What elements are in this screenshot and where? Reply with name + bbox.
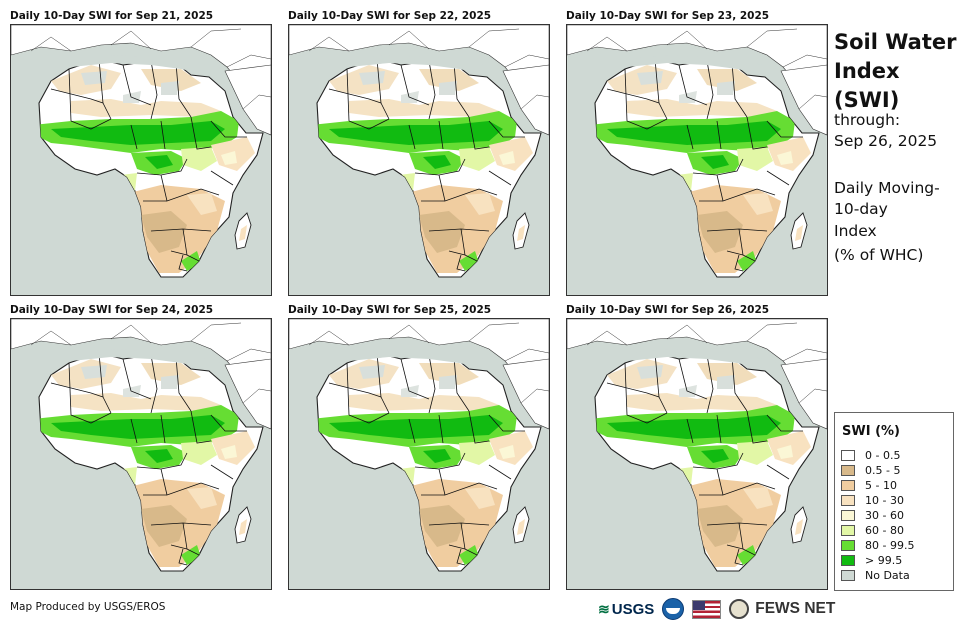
desc-line-1: Daily Moving-: [834, 179, 940, 197]
through-date: Sep 26, 2025: [834, 132, 938, 150]
legend-item: 5 - 10: [841, 478, 897, 492]
legend-label: 60 - 80: [865, 523, 904, 537]
noaa-logo-icon: [662, 598, 685, 620]
legend-label: 10 - 30: [865, 493, 904, 507]
legend-item: 0 - 0.5: [841, 448, 900, 462]
legend-item: No Data: [841, 568, 910, 582]
title-line-1: Soil Water: [834, 30, 957, 54]
africa-map: [566, 318, 828, 590]
usgs-label: USGS: [611, 600, 655, 618]
africa-map: [10, 318, 272, 590]
map-credit: Map Produced by USGS/EROS: [10, 601, 166, 613]
legend: SWI (%) 0 - 0.5 0.5 - 5 5 - 10 10 - 30 3…: [834, 412, 954, 591]
legend-item: 0.5 - 5: [841, 463, 900, 477]
usgs-wave-icon: ≋: [598, 600, 610, 617]
legend-item: 80 - 99.5: [841, 538, 914, 552]
legend-item: 30 - 60: [841, 508, 904, 522]
legend-label: 0.5 - 5: [865, 463, 901, 477]
panel-title: Daily 10-Day SWI for Sep 23, 2025: [566, 10, 770, 22]
panel-title: Daily 10-Day SWI for Sep 26, 2025: [566, 304, 770, 316]
title-line-2: Index (SWI): [834, 59, 900, 112]
panel-title: Daily 10-Day SWI for Sep 24, 2025: [10, 304, 214, 316]
legend-swatch: [841, 464, 855, 476]
legend-item: > 99.5: [841, 553, 902, 567]
legend-swatch: [841, 479, 855, 491]
africa-map: [566, 24, 828, 296]
legend-label: 5 - 10: [865, 478, 897, 492]
legend-swatch: [841, 449, 855, 461]
legend-swatch: [841, 509, 855, 521]
legend-swatch: [841, 569, 855, 581]
africa-map: [10, 24, 272, 296]
legend-item: 60 - 80: [841, 523, 904, 537]
desc-line-2: 10-day: [834, 200, 888, 218]
legend-label: > 99.5: [865, 553, 903, 567]
partner-logos: ≋ USGS FEWS NET: [598, 597, 835, 621]
usgs-logo: ≋ USGS: [598, 601, 654, 618]
sidebar-title: Soil Water Index (SWI): [834, 28, 964, 115]
us-flag-icon: [692, 599, 722, 619]
legend-label: No Data: [865, 568, 910, 582]
legend-item: 10 - 30: [841, 493, 904, 507]
africa-map: [288, 24, 550, 296]
legend-label: 0 - 0.5: [865, 448, 901, 462]
panel-title: Daily 10-Day SWI for Sep 22, 2025: [288, 10, 492, 22]
legend-title: SWI (%): [842, 424, 900, 439]
panel-title: Daily 10-Day SWI for Sep 25, 2025: [288, 304, 492, 316]
through-label: through:: [834, 111, 901, 129]
legend-label: 80 - 99.5: [865, 538, 915, 552]
legend-swatch: [841, 539, 855, 551]
panel-title: Daily 10-Day SWI for Sep 21, 2025: [10, 10, 214, 22]
legend-swatch: [841, 524, 855, 536]
africa-map: [288, 318, 550, 590]
legend-swatch: [841, 554, 855, 566]
legend-label: 30 - 60: [865, 508, 904, 522]
state-department-seal-icon: [729, 599, 750, 619]
desc-line-4: (% of WHC): [834, 246, 924, 264]
desc-line-3: Index: [834, 222, 877, 240]
legend-swatch: [841, 494, 855, 506]
fews-net-logo: FEWS NET: [755, 600, 836, 617]
